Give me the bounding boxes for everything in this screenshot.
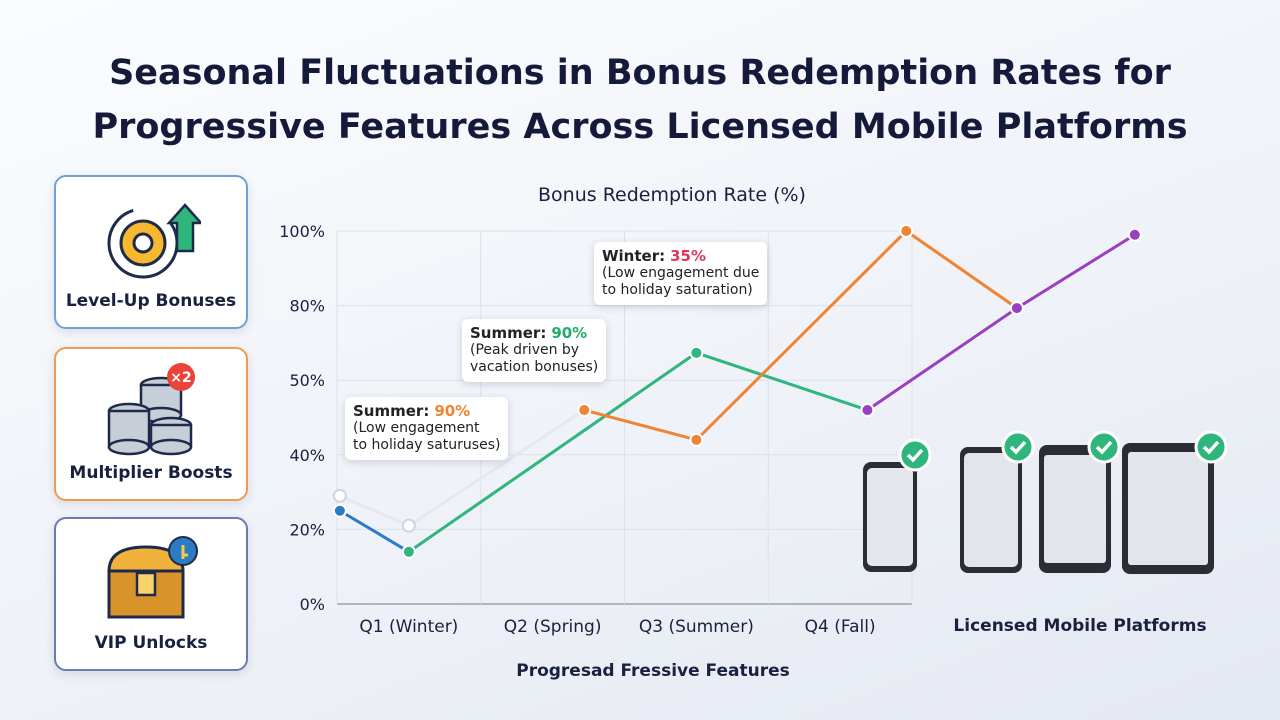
annotation-value: 90% [434, 402, 471, 420]
feature-label: Multiplier Boosts [69, 463, 233, 483]
data-point [1127, 227, 1142, 242]
feature-card: Level-Up Bonuses [54, 175, 248, 329]
chest-icon [107, 536, 198, 619]
platforms-label: Licensed Mobile Platforms [953, 616, 1206, 636]
annotation-label: Summer: [353, 402, 430, 420]
chart-title: Bonus Redemption Rate (%) [538, 184, 806, 206]
x-tick-label: Q4 (Fall) [805, 617, 876, 637]
feature-label: Level-Up Bonuses [65, 291, 237, 311]
annotation-value: 90% [551, 324, 588, 342]
annotation-label: Winter: [602, 247, 666, 265]
devices [863, 430, 1228, 574]
y-tick-label: 80% [289, 297, 325, 316]
data-point [860, 403, 875, 418]
data-point [401, 518, 416, 533]
annotation-head: Summer: 90% [470, 325, 598, 342]
data-point [332, 503, 347, 518]
data-point [577, 403, 592, 418]
annotation-head: Summer: 90% [353, 403, 500, 420]
annotation-note: (Peak driven by [470, 342, 580, 358]
feature-card: ×2 Multiplier Boosts [54, 347, 248, 501]
y-tick-label: 50% [289, 371, 325, 390]
x-tick-label: Q1 (Winter) [359, 617, 458, 637]
page-title: Seasonal Fluctuations in Bonus Redemptio… [0, 46, 1280, 154]
gear-icon [107, 203, 201, 279]
feature-label: VIP Unlocks [94, 633, 208, 653]
annotation-note: (Low engagement due [602, 265, 760, 281]
data-point [689, 345, 704, 360]
data-point [689, 432, 704, 447]
annotation-label: Summer: [470, 324, 547, 342]
title-line: Seasonal Fluctuations in Bonus Redemptio… [109, 53, 1171, 93]
annotation-note: (Low engagement [353, 420, 480, 436]
annotation: Summer: 90% (Low engagement to holiday satu… [345, 397, 509, 460]
series-line [866, 233, 1136, 412]
y-tick-label: 0% [300, 595, 325, 614]
series-line [339, 509, 410, 554]
annotation: Summer: 90% (Peak driven by vacation bonuse… [462, 319, 607, 382]
annotation-note: to holiday saturuses) [353, 437, 501, 453]
y-tick-label: 40% [289, 446, 325, 465]
x-tick-label: Q2 (Spring) [504, 617, 602, 637]
data-point [1009, 301, 1024, 316]
annotation-note: to holiday saturation) [602, 282, 753, 298]
title-line: Progressive Features Across Licensed Mob… [92, 107, 1188, 147]
x-axis-label: Progresad Fressive Features [516, 661, 790, 681]
annotation: Winter: 35% (Low engagement due to holiday … [594, 242, 768, 305]
annotation-value: 35% [670, 247, 707, 265]
x-tick-label: Q3 (Summer) [639, 617, 754, 637]
feature-card: VIP Unlocks [54, 517, 248, 671]
y-tick-label: 100% [279, 222, 325, 241]
data-point [332, 488, 347, 503]
badge-text: ×2 [170, 370, 191, 386]
coins-icon: ×2 [107, 363, 195, 456]
data-point [899, 224, 914, 238]
data-point [401, 544, 416, 559]
annotation-head: Winter: 35% [602, 248, 759, 265]
y-tick-label: 20% [289, 520, 325, 539]
annotation-note: vacation bonuses) [470, 359, 599, 375]
series-line [583, 229, 1018, 442]
